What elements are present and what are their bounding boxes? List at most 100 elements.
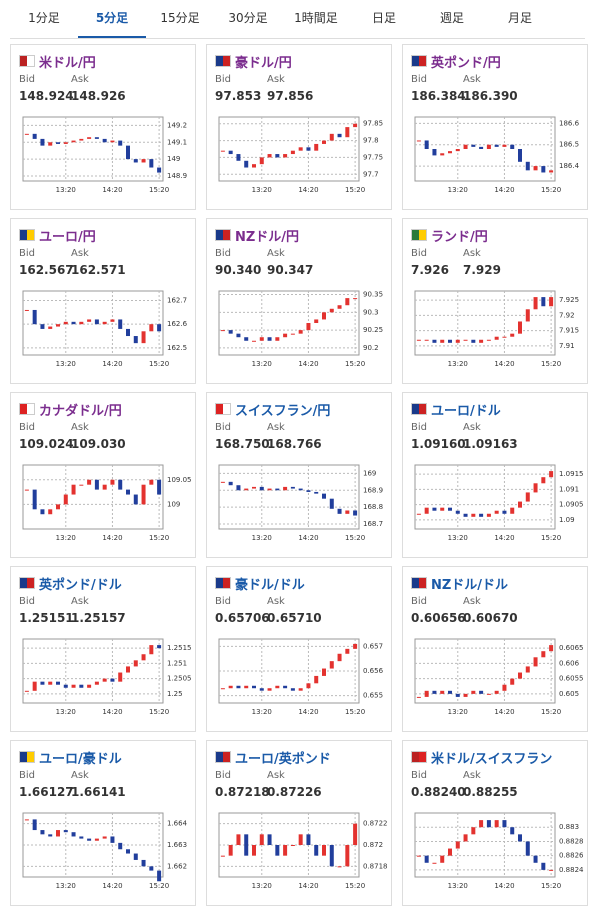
- candle: [416, 696, 421, 698]
- tab[interactable]: 5分足: [78, 0, 146, 38]
- candle: [549, 170, 554, 173]
- candle: [353, 510, 358, 516]
- tab[interactable]: 1時間足: [294, 11, 338, 25]
- bid-label: Bid: [215, 596, 231, 607]
- plot-frame: [218, 116, 360, 182]
- ask-label: Ask: [463, 74, 481, 85]
- pair-title[interactable]: NZドル/ドル: [431, 578, 509, 593]
- candle: [275, 154, 280, 158]
- candle: [306, 490, 311, 492]
- x-tick-label: 13:20: [448, 708, 468, 716]
- pair-title[interactable]: ユーロ/英ポンド: [235, 752, 331, 767]
- tab[interactable]: 月足: [507, 11, 532, 25]
- candle: [228, 845, 233, 856]
- y-tick-label: 1.2505: [167, 675, 192, 683]
- y-tick-label: 1.0905: [559, 501, 584, 509]
- y-tick-label: 1.09: [559, 516, 575, 524]
- candle: [40, 509, 45, 515]
- candle: [236, 485, 241, 491]
- candle: [259, 157, 264, 165]
- candle: [244, 337, 249, 341]
- pair-title[interactable]: 豪ドル/ドル: [235, 578, 305, 593]
- candle: [252, 685, 256, 689]
- plot-frame: [414, 116, 556, 182]
- currency-panel: ユーロ/円 Bid Ask 162.567 162.571 162.7 162.6 162.5…: [10, 218, 196, 384]
- y-tick-label: 0.8828: [559, 837, 584, 845]
- candle: [455, 510, 460, 514]
- candle: [448, 690, 452, 694]
- candle: [518, 501, 522, 508]
- candle: [24, 309, 29, 311]
- y-tick-label: 90.2: [363, 344, 379, 352]
- candle: [244, 834, 249, 856]
- pair-title[interactable]: NZドル/円: [235, 230, 300, 245]
- pair-title[interactable]: 米ドル/スイスフラン: [431, 752, 553, 767]
- candle: [149, 324, 154, 332]
- mini-chart: 0.6065 0.606 0.6055 0.605 13:20 14:20 15:20: [414, 638, 584, 716]
- pair-title[interactable]: 英ポンド/ドル: [39, 578, 122, 593]
- pair-title[interactable]: 米ドル/円: [39, 56, 96, 71]
- flag-icon: [411, 577, 427, 589]
- mini-chart: 7.925 7.92 7.915 7.91 13:20 14:20 15:20: [414, 290, 579, 368]
- candle: [244, 160, 249, 168]
- bid-value: 1.09160: [411, 437, 466, 451]
- candle: [471, 690, 476, 694]
- candle: [518, 321, 522, 334]
- candle: [424, 690, 429, 697]
- candle: [71, 832, 76, 837]
- pair-title[interactable]: 豪ドル/円: [235, 56, 292, 71]
- bid-label: Bid: [411, 248, 427, 259]
- bid-label: Bid: [411, 596, 427, 607]
- candle: [259, 688, 264, 691]
- y-tick-label: 168.9: [363, 486, 383, 494]
- y-tick-label: 0.8722: [363, 820, 388, 828]
- ask-value: 1.66141: [71, 785, 126, 799]
- candle: [32, 681, 37, 691]
- candle: [314, 143, 319, 151]
- candle: [541, 166, 546, 173]
- candle: [549, 869, 554, 871]
- candle: [455, 149, 460, 152]
- pair-title[interactable]: 英ポンド/円: [431, 56, 501, 71]
- candle: [71, 684, 76, 688]
- tab[interactable]: 1分足: [28, 11, 60, 25]
- y-tick-label: 97.8: [363, 137, 379, 145]
- ask-label: Ask: [267, 596, 285, 607]
- x-tick-label: 15:20: [345, 534, 365, 542]
- x-tick-label: 13:20: [252, 882, 272, 890]
- candle: [432, 862, 437, 864]
- tab[interactable]: 週足: [439, 11, 464, 25]
- ask-value: 0.88255: [463, 785, 518, 799]
- tab[interactable]: 日足: [371, 11, 396, 25]
- x-tick-label: 13:20: [448, 882, 468, 890]
- tab[interactable]: 15分足: [160, 11, 200, 25]
- candle: [448, 507, 452, 511]
- candle: [252, 340, 256, 342]
- ask-label: Ask: [463, 596, 481, 607]
- candle: [463, 144, 468, 149]
- ask-value: 109.030: [71, 437, 126, 451]
- pair-title[interactable]: ランド/円: [431, 230, 488, 245]
- pair-title[interactable]: カナダドル/円: [39, 404, 122, 419]
- pair-title[interactable]: スイスフラン/円: [235, 404, 331, 419]
- candle: [283, 685, 288, 689]
- candle: [252, 164, 256, 168]
- x-tick-label: 13:20: [252, 186, 272, 194]
- tab[interactable]: 30分足: [228, 11, 268, 25]
- x-tick-label: 15:20: [541, 882, 561, 890]
- pair-title[interactable]: ユーロ/円: [39, 230, 96, 245]
- bid-value: 0.60656: [411, 611, 466, 625]
- candle: [329, 308, 334, 313]
- flag-icon: [19, 751, 35, 763]
- bid-label: Bid: [215, 422, 231, 433]
- candle: [448, 151, 452, 154]
- y-tick-label: 169: [363, 469, 376, 477]
- ask-label: Ask: [267, 770, 285, 781]
- mini-chart: 0.883 0.8828 0.8826 0.8824 13:20 14:20 15:20: [414, 812, 584, 890]
- y-tick-label: 97.85: [363, 120, 383, 128]
- candle: [549, 297, 554, 307]
- candle: [440, 153, 445, 156]
- pair-title[interactable]: ユーロ/ドル: [431, 404, 501, 419]
- pair-title[interactable]: ユーロ/豪ドル: [39, 752, 122, 767]
- candle: [157, 479, 162, 495]
